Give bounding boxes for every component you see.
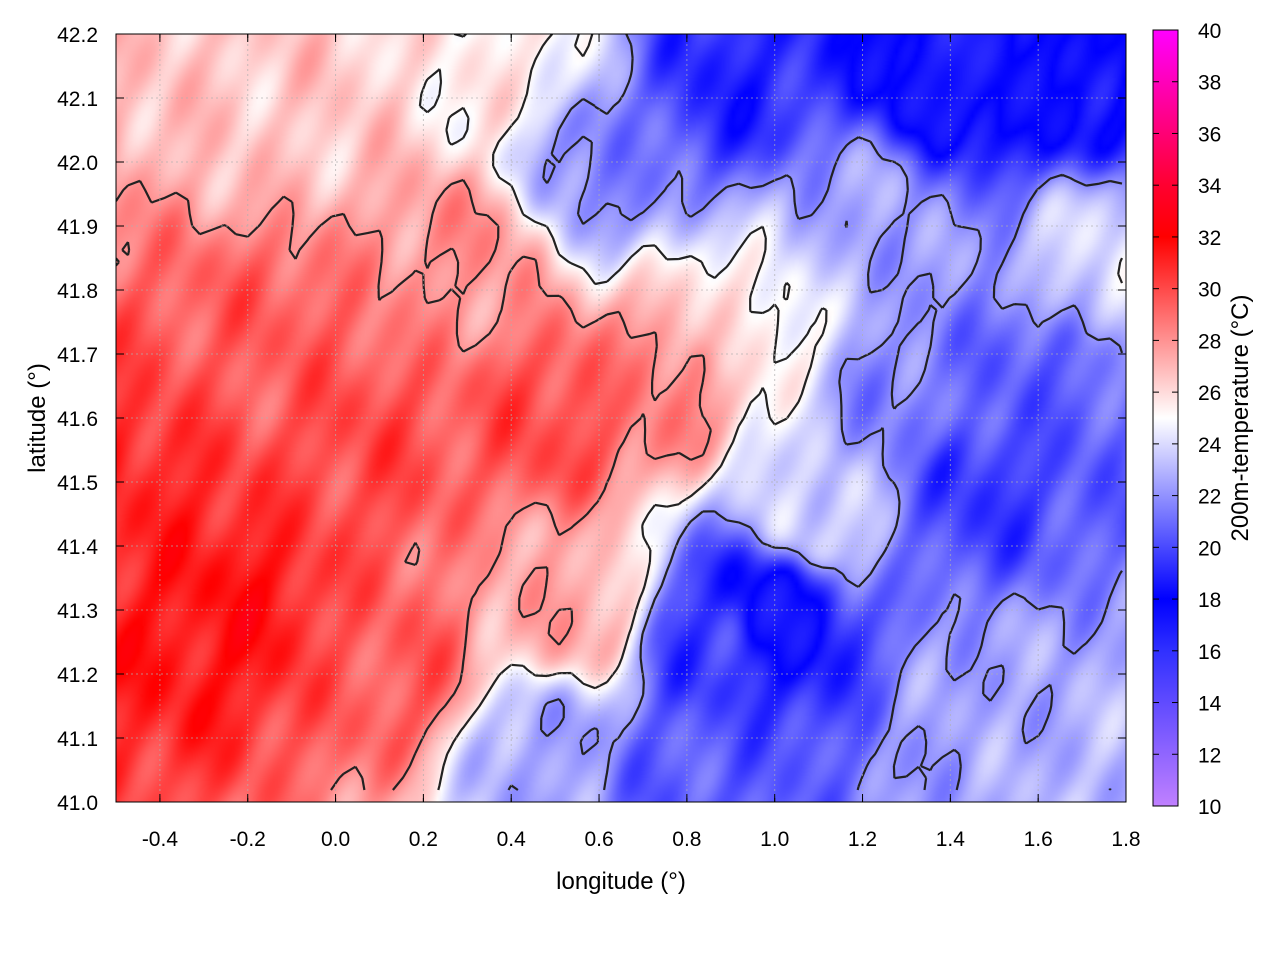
colorbar-tick-label: 24 bbox=[1198, 434, 1222, 457]
y-tick-label: 41.7 bbox=[57, 344, 98, 367]
colorbar-gradient bbox=[1152, 29, 1179, 807]
x-tick-label: 0.4 bbox=[497, 828, 527, 851]
colorbar: 10 12 14 16 18 20 22 24 26 28 30 32 34 36 38 40 200m-te… bbox=[1152, 20, 1254, 819]
colorbar-tick-label: 22 bbox=[1198, 486, 1221, 509]
x-tick-label: 0.0 bbox=[321, 828, 350, 851]
x-tick-label: 1.4 bbox=[936, 828, 966, 851]
colorbar-label: 200m-temperature (°C) bbox=[1227, 294, 1254, 541]
y-tick-label: 41.8 bbox=[57, 280, 98, 303]
x-tick-label: 0.2 bbox=[409, 828, 438, 851]
y-tick-label: 42.2 bbox=[57, 24, 98, 47]
x-tick-label: 1.2 bbox=[848, 828, 877, 851]
colorbar-tick-label: 12 bbox=[1198, 744, 1221, 767]
contour-line bbox=[116, 178, 712, 791]
y-tick-label: 41.9 bbox=[57, 216, 98, 239]
colorbar-tick-label: 40 bbox=[1198, 20, 1221, 43]
x-tick-label: 1.6 bbox=[1024, 828, 1053, 851]
contour-line bbox=[418, 34, 1124, 791]
colorbar-tick-label: 36 bbox=[1198, 123, 1221, 146]
colorbar-tick-label: 28 bbox=[1198, 330, 1221, 353]
colorbar-ticks bbox=[1153, 29, 1178, 807]
y-tick-label: 41.4 bbox=[57, 536, 98, 559]
x-tick-label: 1.0 bbox=[760, 828, 789, 851]
colorbar-tick-label: 14 bbox=[1198, 693, 1222, 716]
colorbar-tick-label: 30 bbox=[1198, 279, 1221, 302]
y-tick-label: 41.6 bbox=[57, 408, 98, 431]
y-tick-label: 41.3 bbox=[57, 600, 98, 623]
x-axis-label: longitude (°) bbox=[556, 868, 686, 895]
x-tick-label: 0.8 bbox=[672, 828, 701, 851]
x-tick-label: 1.8 bbox=[1111, 828, 1140, 851]
x-tick-label: -0.2 bbox=[230, 828, 266, 851]
colorbar-tick-label: 16 bbox=[1198, 641, 1221, 664]
colorbar-tick-label: 10 bbox=[1198, 796, 1221, 819]
colorbar-tick-label: 26 bbox=[1198, 382, 1221, 405]
colorbar-tick-label: 18 bbox=[1198, 589, 1221, 612]
y-tick-label: 41.5 bbox=[57, 472, 98, 495]
x-tick-label: -0.4 bbox=[142, 828, 179, 851]
x-tick-label: 0.6 bbox=[584, 828, 613, 851]
colorbar-tick-label: 34 bbox=[1198, 175, 1222, 198]
colorbar-tick-labels: 10 12 14 16 18 20 22 24 26 28 30 32 34 36 38 40 bbox=[1198, 20, 1222, 819]
y-tick-label: 42.0 bbox=[57, 152, 98, 175]
y-tick-label: 41.2 bbox=[57, 664, 98, 687]
y-tick-label: 41.0 bbox=[57, 792, 98, 815]
colorbar-tick-label: 38 bbox=[1198, 72, 1221, 95]
x-tick-labels: -0.4 -0.2 0.0 0.2 0.4 0.6 0.8 1.0 1.2 1.4 1.6 1.8 bbox=[142, 828, 1141, 851]
y-tick-label: 42.1 bbox=[57, 88, 98, 111]
y-axis-label: latitude (°) bbox=[24, 363, 51, 473]
y-tick-label: 41.1 bbox=[57, 728, 98, 751]
colorbar-tick-label: 32 bbox=[1198, 227, 1221, 250]
y-tick-labels: 41.0 41.1 41.2 41.3 41.4 41.5 41.6 41.7 41.8 41.9… bbox=[57, 24, 98, 815]
axis-ticks bbox=[116, 33, 1127, 803]
colorbar-tick-label: 20 bbox=[1198, 537, 1221, 560]
